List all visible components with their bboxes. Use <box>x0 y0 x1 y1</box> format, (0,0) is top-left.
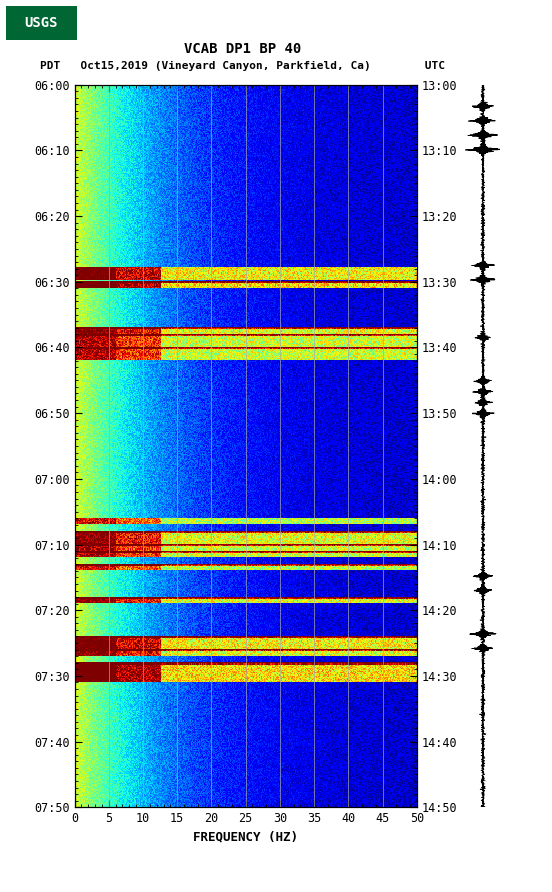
Text: USGS: USGS <box>25 16 58 30</box>
Text: VCAB DP1 BP 40: VCAB DP1 BP 40 <box>184 42 301 56</box>
X-axis label: FREQUENCY (HZ): FREQUENCY (HZ) <box>193 830 298 844</box>
Text: PDT   Oct15,2019 (Vineyard Canyon, Parkfield, Ca)        UTC: PDT Oct15,2019 (Vineyard Canyon, Parkfie… <box>40 61 445 71</box>
